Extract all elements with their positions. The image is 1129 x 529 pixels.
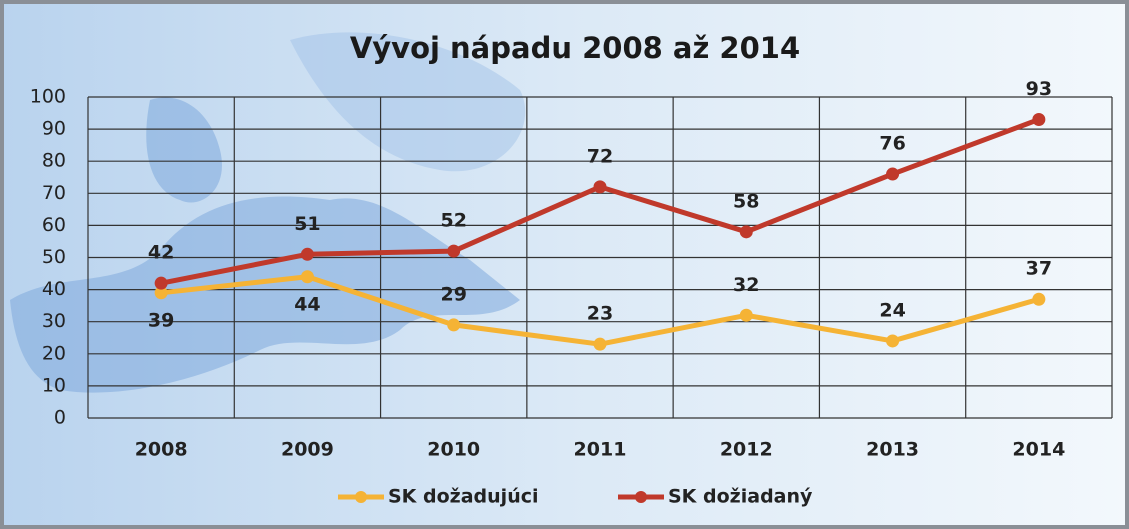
y-tick-label: 20 <box>42 342 66 364</box>
data-label: 93 <box>1026 78 1052 100</box>
data-label: 51 <box>294 213 320 235</box>
point <box>447 244 461 258</box>
data-label: 58 <box>733 190 759 212</box>
map-shape <box>290 32 526 172</box>
map-shape <box>146 97 222 203</box>
legend-label: SK dožadujúci <box>388 486 539 508</box>
legend-marker <box>355 491 367 503</box>
y-tick-label: 70 <box>42 182 66 204</box>
point <box>300 270 314 284</box>
data-label: 32 <box>733 274 759 296</box>
point <box>593 180 607 194</box>
data-label: 29 <box>440 283 466 305</box>
y-tick-label: 60 <box>42 214 66 236</box>
point <box>1032 292 1046 306</box>
chart-title: Vývoj nápadu 2008 až 2014 <box>350 31 800 65</box>
data-label: 52 <box>440 210 466 232</box>
y-tick-label: 0 <box>54 407 66 429</box>
x-tick-label: 2011 <box>574 439 627 461</box>
y-tick-label: 90 <box>42 118 66 140</box>
data-label: 23 <box>587 303 613 325</box>
x-tick-label: 2008 <box>135 439 188 461</box>
point <box>154 276 168 290</box>
x-tick-label: 2012 <box>720 439 773 461</box>
y-tick-label: 40 <box>42 278 66 300</box>
legend-marker <box>635 491 647 503</box>
x-tick-label: 2010 <box>427 439 480 461</box>
data-label: 37 <box>1026 258 1052 280</box>
y-tick-label: 80 <box>42 150 66 172</box>
y-tick-label: 50 <box>42 246 66 268</box>
data-label: 24 <box>879 299 905 321</box>
data-label: 44 <box>294 293 320 315</box>
point <box>886 167 900 181</box>
y-tick-label: 30 <box>42 310 66 332</box>
legend-label: SK dožiadaný <box>668 486 813 508</box>
data-label: 42 <box>148 242 174 264</box>
point <box>1032 112 1046 126</box>
point <box>154 286 168 300</box>
x-tick-label: 2013 <box>866 439 919 461</box>
x-tick-label: 2009 <box>281 439 334 461</box>
point <box>300 247 314 261</box>
data-label: 76 <box>879 133 905 155</box>
point <box>739 225 753 239</box>
y-tick-label: 10 <box>42 374 66 396</box>
map-shape <box>10 196 520 393</box>
point <box>739 308 753 322</box>
data-label: 72 <box>587 145 613 167</box>
point <box>593 337 607 351</box>
point <box>886 334 900 348</box>
data-label: 39 <box>148 309 174 331</box>
y-tick-label: 100 <box>30 86 66 108</box>
x-tick-label: 2014 <box>1012 439 1065 461</box>
point <box>447 318 461 332</box>
